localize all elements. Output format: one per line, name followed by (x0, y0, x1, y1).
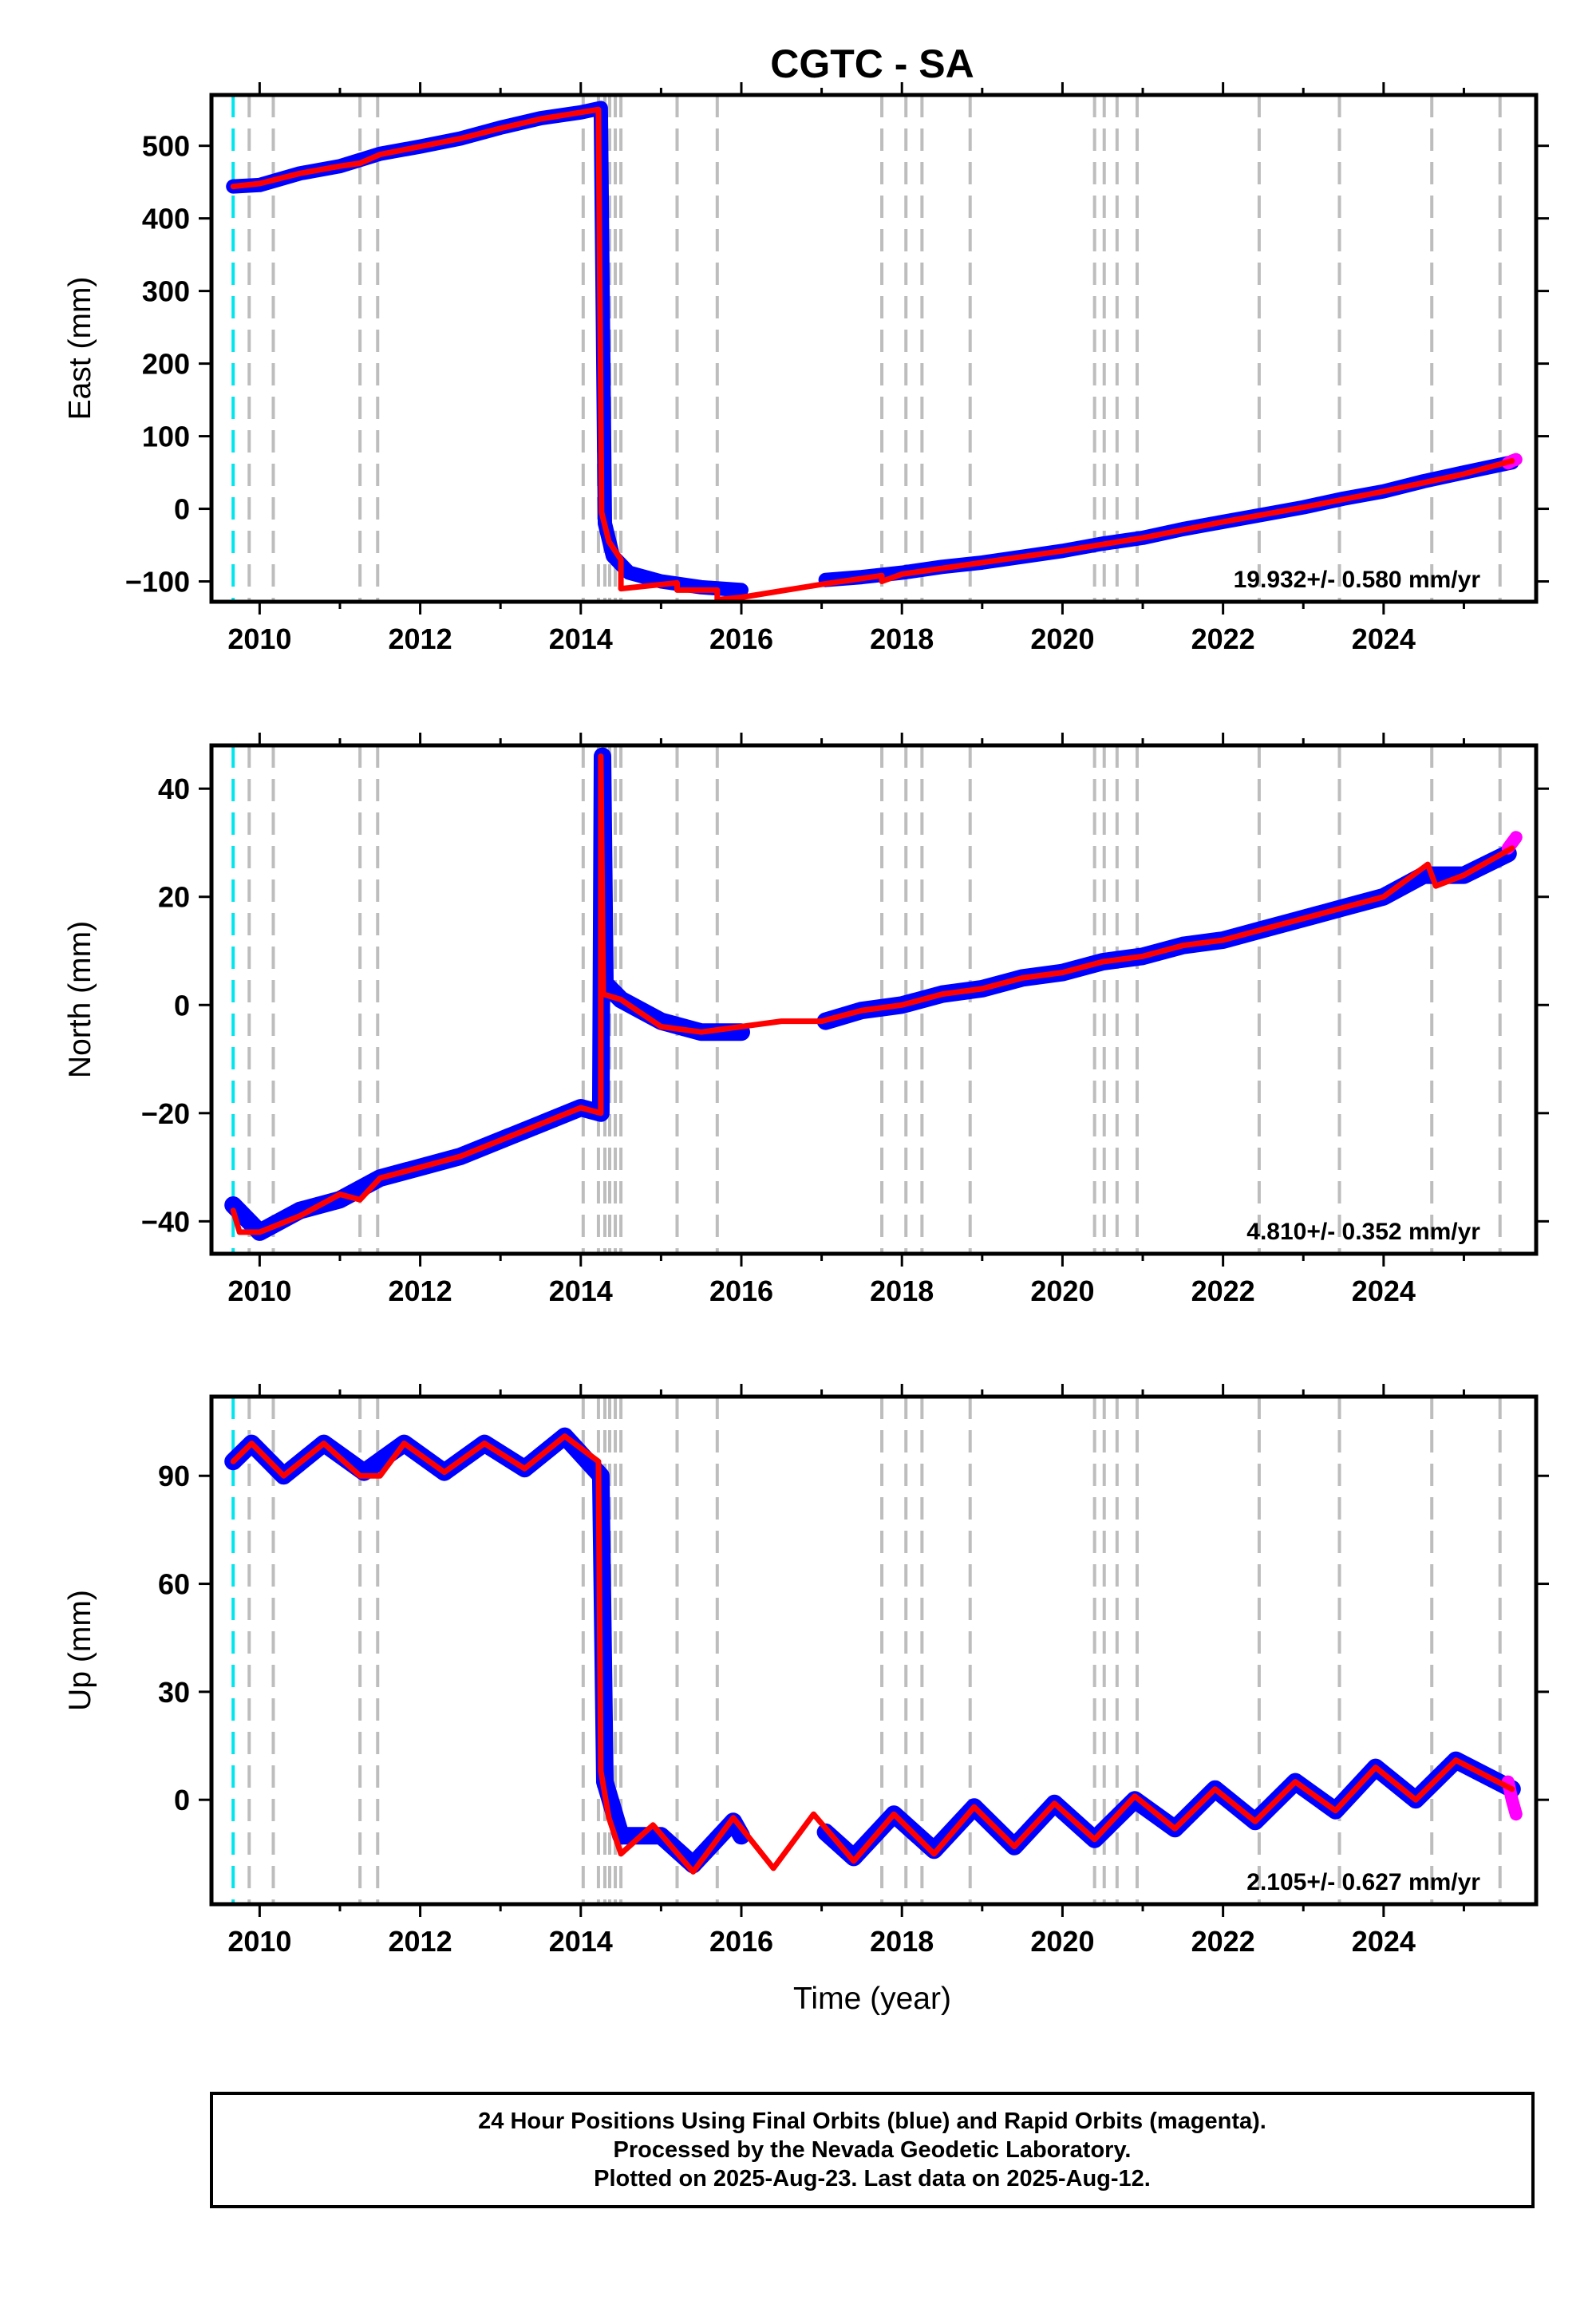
model-fit-line (230, 1433, 1515, 1875)
x-tick-label: 2010 (227, 1275, 291, 1307)
y-tick-label: 0 (174, 989, 190, 1022)
rapid-orbit-point (1510, 1808, 1522, 1820)
x-tick-label: 2024 (1352, 622, 1416, 655)
y-axis-label: Up (mm) (63, 1590, 97, 1711)
east-panel: 2010 2012 2014 2016 2018 2020 2022 2024 500 400 30… (63, 82, 1549, 655)
rate-label: 2.105+/- 0.627 mm/yr (1246, 1869, 1480, 1895)
final-orbit-point (227, 1199, 239, 1211)
x-tick-label: 2012 (389, 622, 452, 655)
final-orbit-points-a (224, 1427, 750, 1874)
rapid-orbit-point (1510, 832, 1522, 844)
chart-title: CGTC - SA (770, 41, 974, 86)
footer-line-3: Plotted on 2025-Aug-23. Last data on 202… (594, 2166, 1151, 2192)
y-tick-label: 500 (142, 130, 190, 163)
x-tick-label: 2024 (1352, 1275, 1416, 1307)
y-tick-label: 60 (158, 1568, 190, 1601)
y-axis-label: North (mm) (63, 921, 97, 1078)
y-tick-label: 30 (158, 1676, 190, 1709)
footer-line-1: 24 Hour Positions Using Final Orbits (bl… (478, 2109, 1266, 2134)
y-tick-label: −20 (141, 1097, 190, 1130)
x-tick-label: 2022 (1191, 1925, 1255, 1958)
y-axis-label: East (mm) (63, 277, 97, 421)
x-tick-label: 2020 (1030, 1925, 1094, 1958)
final-orbit-point (623, 567, 635, 579)
x-tick-label: 2016 (709, 1275, 773, 1307)
plot-frame (209, 93, 1539, 604)
plot-area (226, 95, 1523, 602)
y-tick-label: −100 (125, 566, 190, 599)
final-orbit-points-a (224, 747, 750, 1241)
x-tick-label: 2016 (709, 622, 773, 655)
model-fit-line (230, 753, 1515, 1235)
north-panel: 2010 2012 2014 2016 2018 2020 2022 2024 40 20 0 −20… (63, 733, 1549, 1307)
x-axis-label: Time (year) (793, 1982, 951, 2016)
y-tick-label: 0 (174, 493, 190, 526)
rate-label: 19.932+/- 0.580 mm/yr (1234, 567, 1481, 593)
x-tick-label: 2012 (389, 1275, 452, 1307)
final-orbit-points-b (816, 1751, 1521, 1867)
x-tick-label: 2018 (870, 1275, 934, 1307)
up-panel: 2010 2012 2014 2016 2018 2020 2022 2024 90 60 30 0 U… (63, 1384, 1549, 1958)
y-tick-label: 400 (142, 203, 190, 235)
plot-frame (209, 743, 1539, 1256)
x-tick-label: 2010 (227, 622, 291, 655)
x-tick-label: 2014 (549, 1925, 613, 1958)
y-tick-label: 300 (142, 275, 190, 308)
y-tick-label: −40 (141, 1205, 190, 1238)
rapid-orbit-point (1506, 1794, 1518, 1806)
y-tick-label: 90 (158, 1460, 190, 1492)
rate-label: 4.810+/- 0.352 mm/yr (1246, 1219, 1480, 1245)
x-tick-label: 2022 (1191, 622, 1255, 655)
y-tick-label: 0 (174, 1784, 190, 1816)
x-tick-label: 2014 (549, 622, 613, 655)
footer-box: 24 Hour Positions Using Final Orbits (bl… (210, 2092, 1535, 2208)
x-tick-label: 2012 (389, 1925, 452, 1958)
y-tick-label: 20 (158, 881, 190, 914)
x-tick-label: 2018 (870, 622, 934, 655)
x-tick-label: 2016 (709, 1925, 773, 1958)
x-tick-label: 2022 (1191, 1275, 1255, 1307)
plot-frame (209, 1394, 1539, 1907)
x-tick-label: 2010 (227, 1925, 291, 1958)
y-tick-label: 100 (142, 421, 190, 453)
footer-line-2: Processed by the Nevada Geodetic Laborat… (613, 2137, 1132, 2163)
model-fit-line (230, 106, 1515, 602)
final-orbit-points-b (818, 455, 1519, 587)
plot-area (224, 1397, 1523, 1904)
plot-area (224, 745, 1523, 1254)
y-tick-label: 200 (142, 348, 190, 381)
x-tick-label: 2020 (1030, 622, 1094, 655)
x-tick-label: 2020 (1030, 1275, 1094, 1307)
x-tick-label: 2024 (1352, 1925, 1416, 1958)
final-orbit-points-a (226, 101, 749, 598)
x-tick-label: 2014 (549, 1275, 613, 1307)
x-tick-label: 2018 (870, 1925, 934, 1958)
final-orbit-point (736, 584, 747, 596)
y-tick-label: 40 (158, 773, 190, 805)
